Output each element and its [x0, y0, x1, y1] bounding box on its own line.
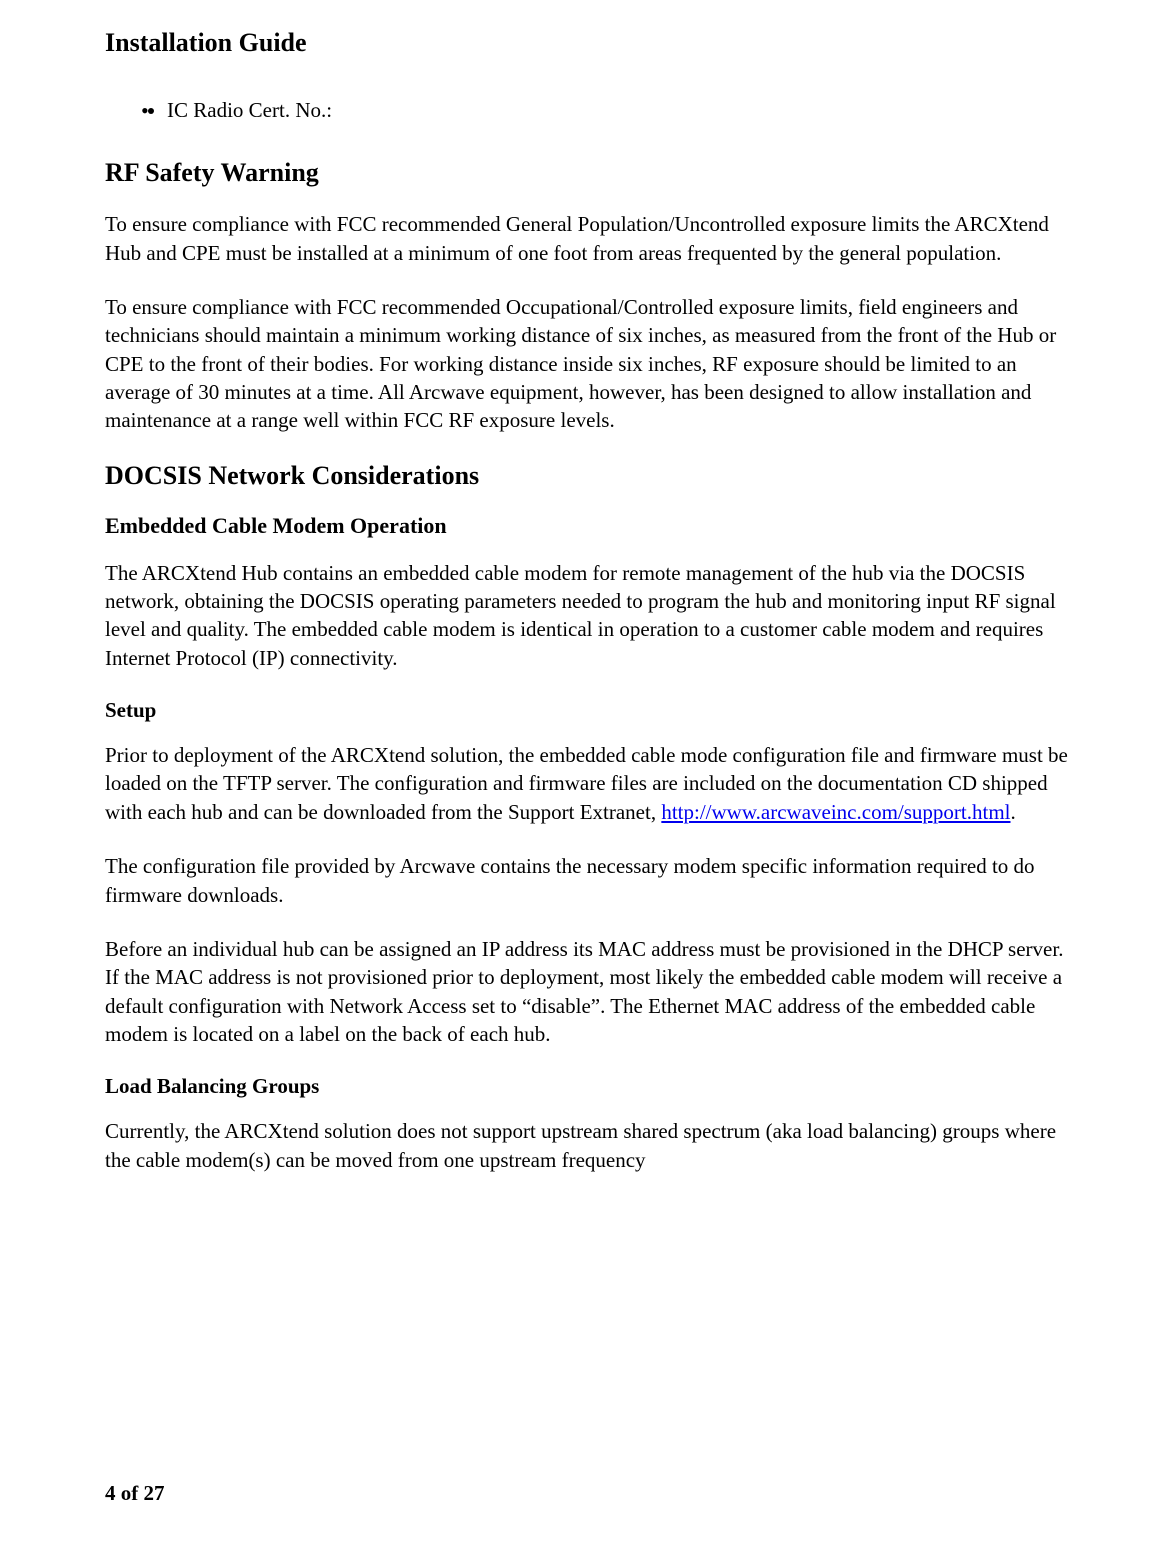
para-rf-2: To ensure compliance with FCC recommende… [105, 293, 1068, 435]
document-page: Installation Guide IC Radio Cert. No.: R… [0, 0, 1173, 1548]
para-setup-3: Before an individual hub can be assigned… [105, 935, 1068, 1048]
para-embedded-1: The ARCXtend Hub contains an embedded ca… [105, 559, 1068, 672]
cert-list: IC Radio Cert. No.: [105, 96, 1068, 124]
heading-docsis: DOCSIS Network Considerations [105, 461, 1068, 491]
para-setup-1: Prior to deployment of the ARCXtend solu… [105, 741, 1068, 826]
para-rf-1: To ensure compliance with FCC recommende… [105, 210, 1068, 267]
heading-rf-safety: RF Safety Warning [105, 158, 1068, 188]
heading-embedded-modem: Embedded Cable Modem Operation [105, 513, 1068, 539]
cert-list-item: IC Radio Cert. No.: [167, 96, 1068, 124]
running-head: Installation Guide [105, 28, 1068, 58]
page-number: 4 of 27 [105, 1481, 165, 1506]
para-setup-1-post: . [1011, 800, 1016, 824]
support-extranet-link[interactable]: http://www.arcwaveinc.com/support.html [661, 800, 1010, 824]
heading-setup: Setup [105, 698, 1068, 723]
para-load-balancing-1: Currently, the ARCXtend solution does no… [105, 1117, 1068, 1174]
para-setup-2: The configuration file provided by Arcwa… [105, 852, 1068, 909]
heading-load-balancing: Load Balancing Groups [105, 1074, 1068, 1099]
